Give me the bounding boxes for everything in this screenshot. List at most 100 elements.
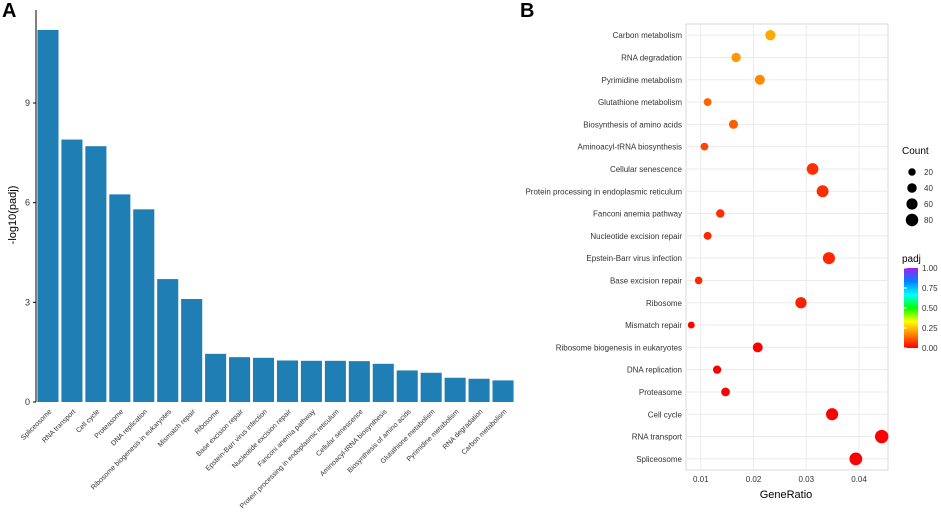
y-tick-label-b: RNA degradation bbox=[621, 53, 682, 62]
point bbox=[765, 29, 776, 41]
bar bbox=[492, 380, 514, 402]
y-tick-label-b: Cellular senescence bbox=[610, 165, 683, 174]
points-b bbox=[687, 29, 889, 466]
y-tick-label-b: Spliceosome bbox=[636, 455, 682, 464]
bar bbox=[133, 209, 155, 402]
y-tick-label-b: Mismatch repair bbox=[625, 321, 682, 330]
y-tick-label-b: Biosynthesis of amino acids bbox=[583, 120, 682, 129]
bar bbox=[372, 363, 394, 402]
y-tick-labels-b: Carbon metabolism RNA degradation Pyrimidi… bbox=[525, 31, 682, 464]
x-tick-label-b: 0.02 bbox=[746, 475, 762, 484]
point bbox=[822, 252, 835, 265]
count-legend-title: Count bbox=[902, 146, 929, 157]
bar bbox=[324, 360, 346, 402]
bar bbox=[444, 377, 466, 402]
point bbox=[721, 387, 730, 397]
count-legend-label: 20 bbox=[924, 168, 933, 177]
panel-b-letter: B bbox=[520, 0, 534, 22]
bar bbox=[85, 146, 107, 402]
bar bbox=[205, 353, 227, 402]
bar bbox=[348, 361, 370, 402]
bar bbox=[300, 360, 322, 402]
plot-b-area bbox=[685, 23, 889, 471]
bar bbox=[276, 360, 299, 402]
y-tick-label-b: Cell cycle bbox=[648, 410, 683, 419]
y-tick-label-b: Ribosome biogenesis in eukaryotes bbox=[556, 343, 682, 352]
y-tick-label-b: Epstein-Barr virus infection bbox=[586, 254, 682, 263]
point bbox=[826, 408, 839, 421]
count-size-legend: Count 20 40 60 80 bbox=[902, 146, 933, 227]
padj-tick-label: 1.00 bbox=[922, 264, 938, 273]
y-tick-label-b: Carbon metabolism bbox=[613, 31, 683, 40]
panel-b-dot-plot: B Carbon metabolism RNA degradation Pyrimi… bbox=[520, 0, 938, 501]
point bbox=[849, 452, 863, 466]
point bbox=[687, 321, 695, 329]
count-legend-label: 40 bbox=[924, 184, 933, 193]
y-tick-label-a: 9 bbox=[25, 98, 30, 108]
point bbox=[795, 297, 807, 309]
y-axis-title-a: -log10(padj) bbox=[7, 186, 19, 245]
y-tick-label-b: Fanconi anemia pathway bbox=[593, 210, 682, 219]
y-tick-label-b: Ribosome bbox=[646, 299, 683, 308]
y-tick-label-a: 3 bbox=[25, 297, 30, 307]
padj-color-legend: padj 1.00 0.75 0.50 0.25 0.00 bbox=[902, 254, 938, 353]
point bbox=[694, 276, 703, 285]
point bbox=[700, 142, 709, 151]
count-legend-label: 80 bbox=[924, 216, 933, 225]
padj-legend-title: padj bbox=[902, 254, 921, 265]
y-axis-a: 0 3 6 9 bbox=[25, 10, 37, 407]
count-legend-dot bbox=[905, 213, 919, 227]
x-tick-label-a: Carbon metabolism bbox=[461, 408, 509, 456]
bar bbox=[157, 279, 179, 402]
bar bbox=[229, 357, 251, 402]
bar bbox=[109, 194, 131, 402]
padj-tick-label: 0.25 bbox=[922, 324, 938, 333]
bar bbox=[252, 357, 275, 402]
count-legend-label: 60 bbox=[924, 200, 933, 209]
y-tick-label-b: Base excision repair bbox=[610, 276, 682, 285]
count-legend-dot bbox=[908, 168, 916, 176]
point bbox=[712, 365, 722, 374]
x-tick-label-b: 0.04 bbox=[851, 475, 867, 484]
bar bbox=[37, 29, 59, 403]
point bbox=[703, 231, 712, 240]
bar bbox=[396, 370, 418, 402]
y-tick-label-a: 6 bbox=[25, 198, 30, 208]
panel-a-letter: A bbox=[2, 0, 16, 22]
point bbox=[816, 185, 829, 198]
point bbox=[752, 342, 763, 353]
point bbox=[728, 119, 739, 129]
y-tick-label-b: Aminoacyl-tRNA biosynthesis bbox=[578, 143, 682, 152]
grid-b bbox=[685, 23, 889, 471]
y-tick-label-b: Nucleotide excision repair bbox=[590, 232, 682, 241]
point bbox=[703, 98, 712, 107]
y-tick-label-b: RNA transport bbox=[632, 433, 683, 442]
x-tick-label-a: Base excision repair bbox=[195, 408, 245, 458]
padj-tick-label: 0.75 bbox=[922, 284, 938, 293]
y-tick-label-b: Glutathione metabolism bbox=[598, 98, 682, 107]
y-tick-label-b: Proteasome bbox=[639, 388, 683, 397]
padj-colorbar bbox=[904, 268, 918, 348]
x-tick-label-a: Cellular senescence bbox=[315, 408, 365, 458]
count-legend-dot bbox=[906, 198, 918, 210]
y-tick-label-a: 0 bbox=[25, 397, 30, 407]
padj-tick-label: 0.00 bbox=[922, 344, 938, 353]
point bbox=[806, 163, 819, 175]
x-axis-b: 0.01 0.02 0.03 0.04 bbox=[693, 475, 867, 484]
padj-tick-label: 0.50 bbox=[922, 304, 938, 313]
bars-a bbox=[37, 29, 514, 403]
point bbox=[754, 74, 765, 85]
bar bbox=[61, 139, 83, 402]
x-axis-title-b: GeneRatio bbox=[760, 489, 813, 501]
x-tick-label-b: 0.01 bbox=[693, 475, 709, 484]
point bbox=[716, 209, 725, 218]
point bbox=[731, 52, 741, 63]
point bbox=[874, 429, 889, 444]
bar bbox=[420, 372, 442, 402]
bar bbox=[468, 378, 490, 402]
count-legend-dot bbox=[907, 183, 917, 193]
y-tick-label-b: Pyrimidine metabolism bbox=[602, 76, 683, 85]
